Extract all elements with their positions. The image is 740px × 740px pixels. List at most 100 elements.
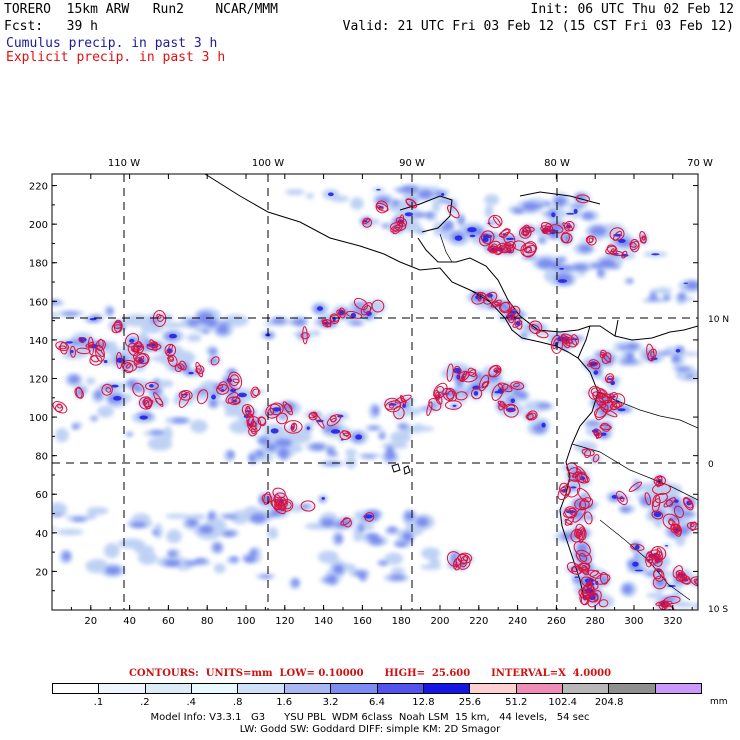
cumulus-cell xyxy=(285,188,305,196)
explicit-contour xyxy=(136,344,143,351)
cumulus-cell-moderate xyxy=(333,564,344,575)
explicit-contour xyxy=(89,355,103,366)
explicit-contour xyxy=(571,565,583,575)
color-legend-labels: .1 .2 .4 .8 1.6 3.2 6.4 12.8 25.6 51.2 102.4 204.8 xyxy=(52,697,702,709)
cumulus-cell-moderate xyxy=(416,517,429,527)
explicit-contour xyxy=(481,380,490,389)
explicit-contour xyxy=(460,370,468,382)
cumulus-cell-heavy xyxy=(65,341,73,344)
explicit-contour xyxy=(629,240,640,251)
cumulus-cell xyxy=(62,352,84,360)
explicit-contour xyxy=(628,481,643,492)
coastline-yucatan xyxy=(399,195,453,233)
y-tick-label: 220 xyxy=(29,182,48,193)
cumulus-cell xyxy=(420,564,442,570)
legend-color-cell xyxy=(423,684,471,693)
explicit-contour xyxy=(196,389,209,405)
cumulus-cell-moderate xyxy=(657,351,673,355)
cumulus-cell-heavy xyxy=(454,235,463,241)
central-america-inner-1 xyxy=(469,289,493,305)
cumulus-cell-moderate xyxy=(130,521,147,528)
cumulus-cell xyxy=(345,455,357,469)
cumulus-cell-heavy xyxy=(149,384,154,388)
legend-color-cell xyxy=(609,684,656,693)
explicit-contour xyxy=(560,333,578,348)
cumulus-cell-moderate xyxy=(277,448,290,457)
cumulus-cell-heavy xyxy=(316,306,324,311)
explicit-contour xyxy=(593,407,607,418)
explicit-contour xyxy=(507,312,515,324)
y-tick-label: 140 xyxy=(29,336,48,347)
explicit-contour xyxy=(326,414,341,427)
explicit-contour xyxy=(125,363,131,369)
explicit-contour xyxy=(596,389,606,398)
explicit-contour xyxy=(169,355,174,361)
lat-label-10s: 10 S xyxy=(708,605,728,615)
cumulus-cell-moderate xyxy=(450,204,457,208)
cumulus-cell-moderate xyxy=(327,574,337,584)
explicit-contour xyxy=(167,354,178,367)
cumulus-cell-moderate xyxy=(539,237,545,243)
explicit-contour xyxy=(467,367,477,378)
legend-color-cell xyxy=(145,684,193,693)
explicit-contour xyxy=(563,507,577,518)
cumulus-cell-moderate xyxy=(62,312,79,316)
x-tick-label: 120 xyxy=(275,616,294,627)
legend-color-cell xyxy=(99,684,146,693)
cumulus-cell-moderate xyxy=(676,367,691,372)
cumulus-cell-heavy xyxy=(571,338,579,340)
explicit-contour xyxy=(371,299,385,313)
explicit-contour xyxy=(362,218,371,225)
cumulus-cell-moderate xyxy=(335,534,343,543)
explicit-contour xyxy=(585,593,599,603)
explicit-contour xyxy=(535,330,549,339)
lat-labels: 10 N 0 10 S xyxy=(708,315,729,615)
x-tick-label: 40 xyxy=(123,616,136,627)
cumulus-cell-moderate xyxy=(405,533,413,537)
legend-label: .1 xyxy=(93,697,104,708)
explicit-contour xyxy=(133,342,145,354)
cumulus-cell-moderate xyxy=(392,200,399,206)
explicit-contour xyxy=(377,205,384,210)
explicit-contour xyxy=(524,226,531,232)
explicit-contour xyxy=(576,471,587,483)
cumulus-cell-moderate xyxy=(230,556,239,562)
cumulus-cell xyxy=(117,538,145,549)
cumulus-cell-heavy xyxy=(651,253,660,256)
explicit-contour xyxy=(559,482,570,496)
cumulus-cell-moderate xyxy=(379,433,385,439)
explicit-contour xyxy=(654,556,662,563)
explicit-contour xyxy=(263,491,271,505)
cumulus-cell-moderate xyxy=(350,321,363,325)
cumulus-cell-moderate xyxy=(395,541,408,547)
cumulus-cell xyxy=(56,528,84,536)
explicit-contour xyxy=(644,492,652,506)
cumulus-cell-moderate xyxy=(194,558,207,564)
cumulus-cell-moderate xyxy=(429,402,437,407)
explicit-contour xyxy=(179,360,187,371)
cumulus-cell-heavy xyxy=(327,192,334,197)
explicit-contour xyxy=(655,558,659,564)
cumulus-cell-moderate xyxy=(369,537,383,545)
explicit-contour xyxy=(58,345,67,350)
cumulus-cell-heavy xyxy=(363,514,373,519)
explicit-contour xyxy=(563,220,575,232)
cumulus-cell xyxy=(229,420,251,434)
cumulus-cell-heavy xyxy=(111,384,119,388)
explicit-contour xyxy=(490,243,498,251)
explicit-contour xyxy=(599,424,612,430)
explicit-contour xyxy=(90,354,99,363)
model-info: Model Info: V3.3.1 G3 YSU PBL WDM 6class… xyxy=(150,712,590,723)
cumulus-cell-moderate xyxy=(582,212,594,220)
x-tick-label: 240 xyxy=(508,616,527,627)
cumulus-cell-moderate xyxy=(197,312,214,322)
legend-color-cell xyxy=(331,684,378,693)
legend-unit: mm xyxy=(710,697,728,707)
explicit-contour xyxy=(143,396,152,410)
explicit-contour xyxy=(578,500,587,510)
lon-label-100w: 100 W xyxy=(252,158,284,169)
y-tick-label: 80 xyxy=(35,452,48,463)
explicit-contour xyxy=(641,235,646,241)
cumulus-cell-heavy xyxy=(306,426,310,430)
